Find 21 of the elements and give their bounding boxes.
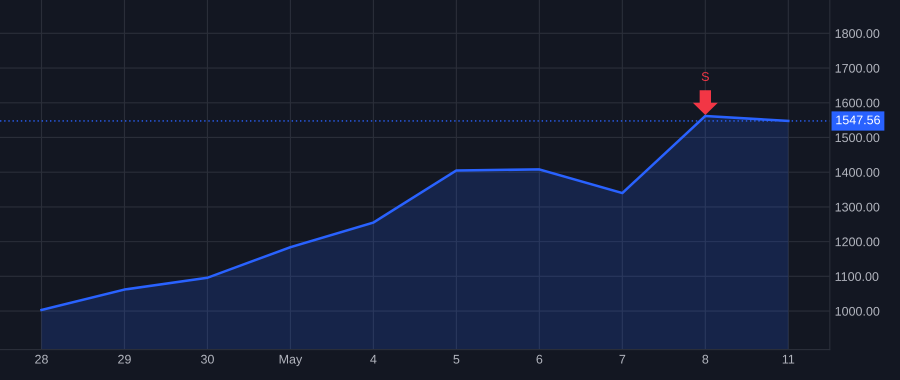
y-tick-label: 1400.00: [836, 168, 880, 177]
x-tick-label: 4: [370, 354, 377, 364]
x-tick-label: 8: [702, 354, 708, 364]
y-tick-label: 1000.00: [836, 306, 880, 316]
x-tick-label: 29: [118, 354, 131, 364]
x-tick-label: 7: [620, 354, 626, 364]
y-tick-label: 1500.00: [836, 133, 880, 142]
ref-line-label: 1547.56: [836, 115, 880, 124]
y-tick-label: 1100.00: [836, 272, 878, 281]
annotation: S: [702, 72, 709, 81]
x-tick-label: 6: [536, 354, 542, 364]
y-tick-label: 1800.00: [836, 29, 880, 38]
x-tick-label: May: [280, 354, 302, 366]
x-tick-label: 5: [453, 354, 460, 364]
y-tick-label: 1600.00: [836, 98, 880, 108]
x-tick-label: 30: [200, 354, 214, 364]
x-tick-label: 11: [782, 354, 794, 364]
x-tick-label: 28: [35, 354, 48, 364]
y-tick-label: 1300.00: [836, 202, 880, 212]
y-tick-label: 1200.00: [836, 237, 880, 246]
y-tick-label: 1700.00: [836, 64, 880, 73]
